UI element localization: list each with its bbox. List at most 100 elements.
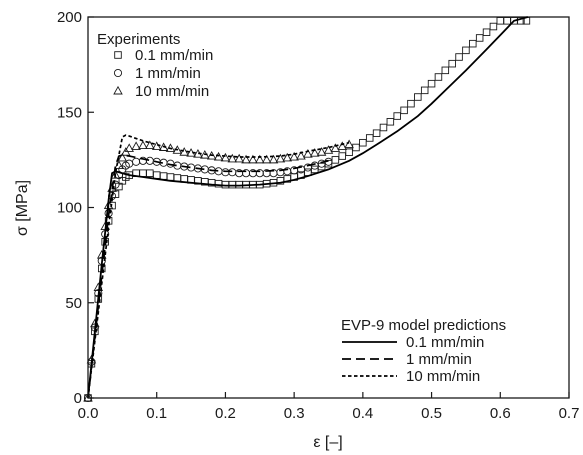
circle-marker-1-mm-min <box>310 161 319 170</box>
experiments-legend-label: 10 mm/min <box>135 83 209 100</box>
triangle-marker-10-mm-min <box>145 140 155 150</box>
square-marker-0-1-mm-min <box>441 66 450 75</box>
y-tick-label: 200 <box>57 9 82 26</box>
triangle-marker-10-mm-min <box>296 150 306 160</box>
x-tick-label: 0.7 <box>559 405 580 422</box>
triangle-marker-10-mm-min <box>323 145 334 154</box>
experiments-legend-title: Experiments <box>97 31 180 48</box>
y-axis-label: σ [MPa] <box>14 180 31 236</box>
square-marker-0-1-mm-min <box>166 173 175 181</box>
triangle-marker-10-mm-min <box>241 154 251 164</box>
square-marker-0-1-mm-min <box>345 148 353 157</box>
square-marker-0-1-mm-min <box>146 169 154 177</box>
square-marker-0-1-mm-min <box>159 172 168 180</box>
square-marker-0-1-mm-min <box>228 180 237 189</box>
square-marker-0-1-mm-min <box>386 118 395 126</box>
y-tick-label: 150 <box>57 104 82 121</box>
square-marker-0-1-mm-min <box>407 99 415 108</box>
square-marker-0-1-mm-min <box>173 174 182 182</box>
model-legend-label: 10 mm/min <box>406 368 480 385</box>
square-marker-0-1-mm-min <box>152 171 161 179</box>
x-axis-label: ε [–] <box>313 434 342 451</box>
square-marker-0-1-mm-min <box>139 169 147 177</box>
triangle-marker-10-mm-min <box>220 152 231 162</box>
triangle-marker-10-mm-min <box>330 143 341 152</box>
square-marker-0-1-mm-min <box>379 123 388 132</box>
square-marker-0-1-mm-min <box>503 17 511 25</box>
square-marker-0-1-mm-min <box>462 46 470 55</box>
triangle-marker-10-mm-min <box>124 143 134 152</box>
triangle-marker-10-mm-min <box>227 153 238 163</box>
triangle-marker-10-mm-min <box>268 154 279 164</box>
square-marker-0-1-mm-min <box>359 138 367 147</box>
square-marker-0-1-mm-min <box>489 22 498 31</box>
square-marker-0-1-mm-min <box>352 143 360 152</box>
square-marker-0-1-mm-min <box>400 106 408 115</box>
legend-triangle-marker <box>113 85 123 95</box>
triangle-marker-10-mm-min <box>248 154 258 164</box>
square-marker-0-1-mm-min <box>496 17 505 25</box>
triangle-marker-10-mm-min <box>344 139 354 149</box>
square-marker-0-1-mm-min <box>469 39 477 48</box>
y-tick-label: 0 <box>74 390 82 407</box>
x-tick-label: 0.1 <box>146 405 167 422</box>
triangle-marker-10-mm-min <box>234 153 244 163</box>
triangle-marker-10-mm-min <box>282 152 293 162</box>
triangle-marker-10-mm-min <box>303 149 313 158</box>
square-marker-0-1-mm-min <box>393 112 401 120</box>
square-marker-0-1-mm-min <box>517 17 525 25</box>
square-marker-0-1-mm-min <box>455 53 463 61</box>
square-marker-0-1-mm-min <box>475 34 484 42</box>
triangle-marker-10-mm-min <box>131 141 141 150</box>
legend-circle-marker <box>113 68 123 78</box>
circle-marker-1-mm-min <box>228 168 237 177</box>
square-marker-0-1-mm-min <box>365 134 374 142</box>
square-marker-0-1-mm-min <box>448 59 456 68</box>
circle-marker-1-mm-min <box>145 156 154 165</box>
triangle-marker-10-mm-min <box>213 151 224 161</box>
x-tick-label: 0.4 <box>352 405 373 422</box>
x-tick-label: 0.5 <box>421 405 442 422</box>
model-legend-title: EVP-9 model predictions <box>341 317 506 334</box>
y-tick-label: 100 <box>57 200 82 217</box>
square-marker-0-1-mm-min <box>331 156 340 164</box>
y-tick-label: 50 <box>65 295 82 312</box>
triangle-marker-10-mm-min <box>117 152 128 162</box>
triangle-marker-10-mm-min <box>138 140 148 150</box>
model-legend-label: 0.1 mm/min <box>406 334 484 351</box>
triangle-marker-10-mm-min <box>289 151 299 161</box>
x-tick-label: 0.2 <box>215 405 236 422</box>
triangle-marker-10-mm-min <box>261 154 272 164</box>
x-tick-label: 0.3 <box>284 405 305 422</box>
square-marker-0-1-mm-min <box>338 152 346 160</box>
x-tick-label: 0.6 <box>490 405 511 422</box>
experiments-legend-label: 1 mm/min <box>135 65 201 82</box>
triangle-marker-10-mm-min <box>337 141 348 150</box>
square-marker-0-1-mm-min <box>414 93 422 101</box>
triangle-marker-10-mm-min <box>179 147 189 156</box>
model-legend-label: 1 mm/min <box>406 351 472 368</box>
triangle-marker-10-mm-min <box>316 147 327 156</box>
axis-ticks: 0.0 0.1 0.2 0.3 0.4 0.5 0.6 0.7 0 50 100 150 200 <box>57 9 579 422</box>
triangle-marker-10-mm-min <box>309 148 320 157</box>
square-marker-0-1-mm-min <box>427 79 436 88</box>
triangle-marker-10-mm-min <box>206 150 217 160</box>
triangle-marker-10-mm-min <box>165 143 176 152</box>
model-line-dotted-10-mm-min <box>87 134 350 399</box>
triangle-marker-10-mm-min <box>255 154 265 164</box>
model-line-dashed-1-mm-min <box>87 154 329 399</box>
square-marker-0-1-mm-min <box>420 86 429 95</box>
data-marks <box>83 16 531 403</box>
experiments-legend-background <box>95 26 265 110</box>
experiments-legend-label: 0.1 mm/min <box>135 47 213 64</box>
square-marker-0-1-mm-min <box>434 73 443 81</box>
legend-square-marker <box>114 51 122 59</box>
x-tick-label: 0.0 <box>78 405 99 422</box>
square-marker-0-1-mm-min <box>372 129 381 137</box>
square-marker-0-1-mm-min <box>482 28 491 36</box>
